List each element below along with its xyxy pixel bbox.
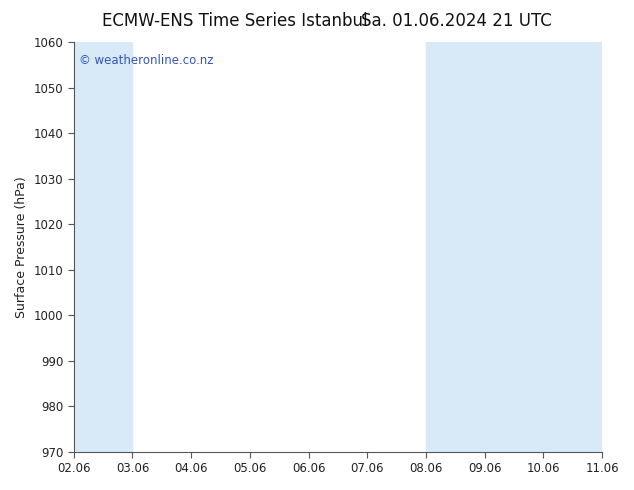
Text: © weatheronline.co.nz: © weatheronline.co.nz — [79, 54, 214, 67]
Bar — [74, 42, 133, 452]
Text: Sa. 01.06.2024 21 UTC: Sa. 01.06.2024 21 UTC — [361, 12, 552, 30]
Y-axis label: Surface Pressure (hPa): Surface Pressure (hPa) — [15, 176, 28, 318]
Bar — [426, 42, 485, 452]
Bar — [485, 42, 543, 452]
Bar — [543, 42, 602, 452]
Text: ECMW-ENS Time Series Istanbul: ECMW-ENS Time Series Istanbul — [102, 12, 367, 30]
